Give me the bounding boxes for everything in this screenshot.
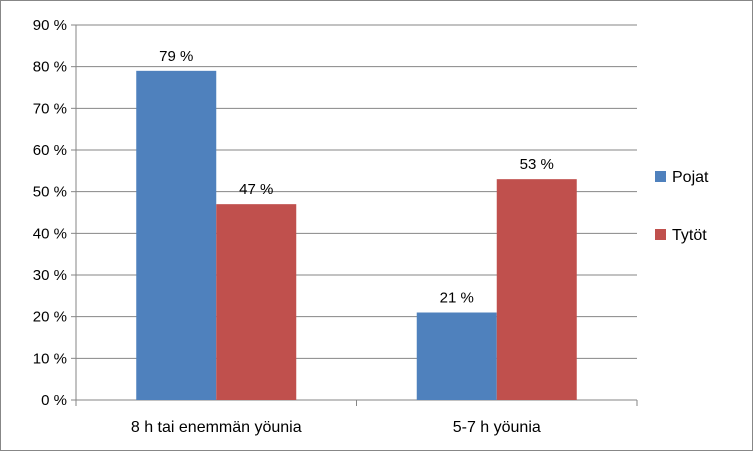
bar [416, 312, 497, 400]
y-tick-label: 50 % [33, 184, 67, 201]
data-label: 47 % [239, 181, 273, 198]
y-tick-label: 70 % [33, 100, 67, 117]
y-tick-label: 20 % [33, 309, 67, 326]
legend-swatch [655, 171, 666, 182]
bar [216, 204, 297, 400]
bar [136, 70, 217, 400]
data-label: 21 % [440, 290, 474, 307]
legend-swatch [655, 229, 666, 240]
y-tick-label: 60 % [33, 142, 67, 159]
y-tick-label: 0 % [41, 392, 67, 409]
data-label: 79 % [159, 48, 193, 65]
x-category-label: 8 h tai enemmän yöunia [131, 419, 302, 436]
legend-label: Tytöt [672, 227, 707, 244]
y-tick-label: 40 % [33, 225, 67, 242]
bar [496, 179, 577, 400]
y-tick-label: 10 % [33, 350, 67, 367]
y-tick-label: 90 % [33, 17, 67, 34]
y-tick-label: 80 % [33, 59, 67, 76]
data-label: 53 % [520, 156, 554, 173]
y-tick-label: 30 % [33, 267, 67, 284]
legend-label: Pojat [672, 169, 709, 186]
x-category-label: 5-7 h yöunia [453, 419, 541, 436]
